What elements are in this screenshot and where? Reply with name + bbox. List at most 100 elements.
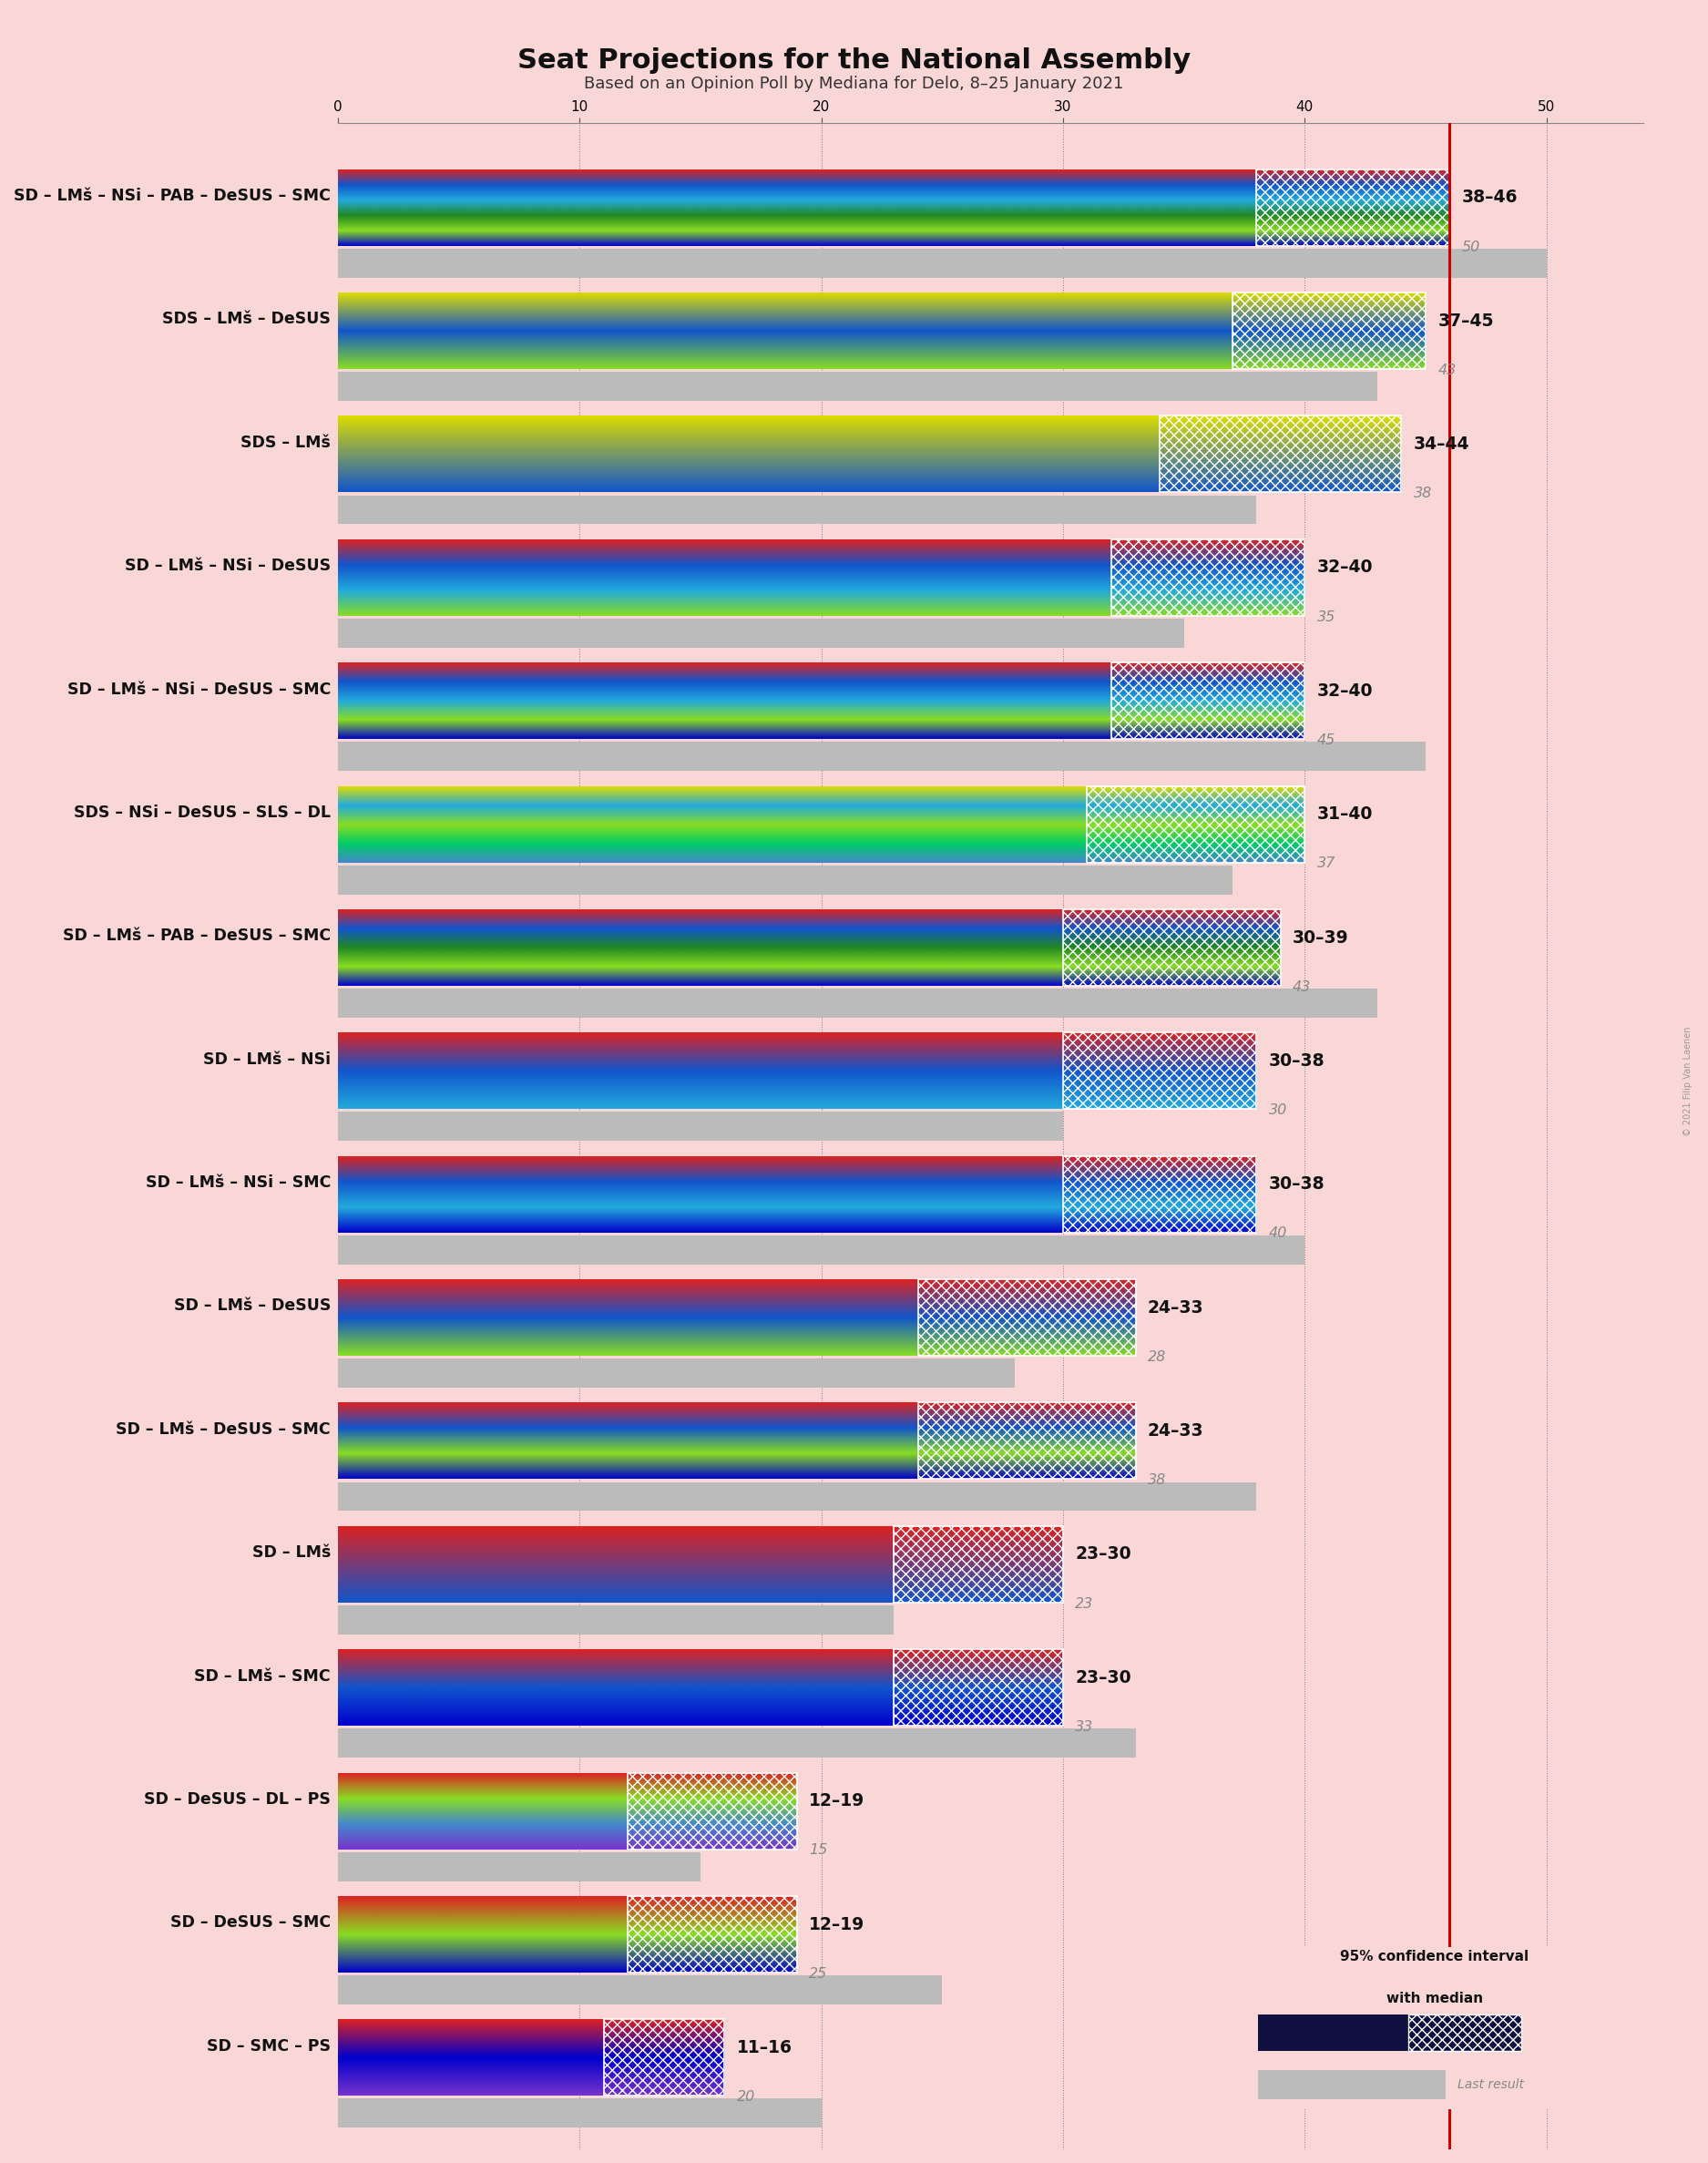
Bar xyxy=(1257,169,1450,247)
Text: SD – LMš – NSi – DeSUS: SD – LMš – NSi – DeSUS xyxy=(125,558,331,573)
Text: 34–44: 34–44 xyxy=(1414,435,1469,452)
Text: 95% confidence interval: 95% confidence interval xyxy=(1341,1951,1529,1964)
Text: 12–19: 12–19 xyxy=(810,1793,864,1810)
Text: 50: 50 xyxy=(1462,240,1481,253)
Bar xyxy=(1062,1032,1257,1110)
Text: Last result: Last result xyxy=(1457,2079,1524,2092)
Bar xyxy=(1088,785,1305,863)
Bar xyxy=(338,372,1377,400)
Text: 11–16: 11–16 xyxy=(736,2040,793,2057)
Text: 30–38: 30–38 xyxy=(1269,1177,1325,1194)
Text: 30: 30 xyxy=(1269,1103,1286,1116)
Bar xyxy=(338,1358,1015,1389)
Bar xyxy=(629,1897,798,1973)
Text: Based on an Opinion Poll by Mediana for Delo, 8–25 January 2021: Based on an Opinion Poll by Mediana for … xyxy=(584,76,1124,93)
Text: 31–40: 31–40 xyxy=(1317,805,1373,822)
Text: with median: with median xyxy=(1387,1992,1483,2005)
Bar xyxy=(338,1235,1305,1265)
Bar xyxy=(1112,539,1305,616)
Text: 24–33: 24–33 xyxy=(1148,1423,1204,1441)
Bar xyxy=(338,742,1426,770)
Bar xyxy=(893,1525,1062,1603)
Text: SD – LMš – NSi – PAB – DeSUS – SMC: SD – LMš – NSi – PAB – DeSUS – SMC xyxy=(14,188,331,203)
Bar xyxy=(1409,2016,1522,2051)
Text: SD – LMš – NSi: SD – LMš – NSi xyxy=(203,1051,331,1069)
Bar xyxy=(629,1774,798,1849)
Bar xyxy=(1409,2016,1522,2051)
Text: 40: 40 xyxy=(1269,1226,1286,1242)
Text: © 2021 Filip Van Laenen: © 2021 Filip Van Laenen xyxy=(1682,1027,1693,1136)
Text: SD – LMš – NSi – DeSUS – SMC: SD – LMš – NSi – DeSUS – SMC xyxy=(67,681,331,696)
Bar xyxy=(338,988,1377,1019)
Bar xyxy=(1259,2016,1409,2051)
Text: 30–38: 30–38 xyxy=(1269,1053,1325,1071)
Text: 32–40: 32–40 xyxy=(1317,681,1373,699)
Bar xyxy=(338,1852,700,1882)
Bar xyxy=(338,495,1257,523)
Bar xyxy=(605,2020,724,2096)
Text: SD – LMš – DeSUS: SD – LMš – DeSUS xyxy=(174,1298,331,1315)
Bar xyxy=(1259,2070,1447,2098)
Bar xyxy=(1231,292,1426,370)
Text: SD – LMš: SD – LMš xyxy=(253,1544,331,1562)
Text: 43: 43 xyxy=(1438,363,1457,376)
Text: SD – DeSUS – DL – PS: SD – DeSUS – DL – PS xyxy=(143,1791,331,1808)
Text: SD – LMš – NSi – SMC: SD – LMš – NSi – SMC xyxy=(145,1175,331,1192)
Bar xyxy=(1062,1155,1257,1233)
Text: 38: 38 xyxy=(1414,487,1431,500)
Text: 23–30: 23–30 xyxy=(1074,1670,1131,1687)
Text: 15: 15 xyxy=(810,1843,828,1858)
Bar xyxy=(338,619,1184,647)
Bar xyxy=(338,1482,1257,1512)
Text: 12–19: 12–19 xyxy=(810,1916,864,1934)
Bar xyxy=(605,2020,724,2096)
Bar xyxy=(629,1897,798,1973)
Text: 25: 25 xyxy=(810,1966,828,1981)
Text: 30–39: 30–39 xyxy=(1293,928,1349,945)
Bar xyxy=(1257,169,1450,247)
Text: SD – DeSUS – SMC: SD – DeSUS – SMC xyxy=(171,1914,331,1932)
Bar xyxy=(893,1650,1062,1726)
Text: 20: 20 xyxy=(736,2089,755,2105)
Bar xyxy=(1112,662,1305,740)
Bar xyxy=(1062,1155,1257,1233)
Bar xyxy=(1062,1032,1257,1110)
Bar xyxy=(1062,908,1281,986)
Text: Seat Projections for the National Assembly: Seat Projections for the National Assemb… xyxy=(518,48,1190,74)
Text: 33: 33 xyxy=(1074,1720,1093,1735)
Text: SD – LMš – DeSUS – SMC: SD – LMš – DeSUS – SMC xyxy=(116,1421,331,1438)
Text: 38: 38 xyxy=(1148,1473,1167,1488)
Text: SDS – NSi – DeSUS – SLS – DL: SDS – NSi – DeSUS – SLS – DL xyxy=(73,805,331,822)
Text: 23: 23 xyxy=(1074,1596,1093,1611)
Bar xyxy=(1112,662,1305,740)
Text: 38–46: 38–46 xyxy=(1462,188,1518,205)
Bar xyxy=(338,1112,1062,1142)
Bar xyxy=(1231,292,1426,370)
Bar xyxy=(338,1728,1136,1759)
Bar xyxy=(1112,539,1305,616)
Text: 35: 35 xyxy=(1317,610,1336,623)
Bar xyxy=(338,249,1546,277)
Text: 45: 45 xyxy=(1317,733,1336,746)
Bar xyxy=(338,865,1231,893)
Bar xyxy=(1062,908,1281,986)
Text: SD – LMš – PAB – DeSUS – SMC: SD – LMš – PAB – DeSUS – SMC xyxy=(63,928,331,945)
Text: 43: 43 xyxy=(1293,980,1312,993)
Text: 32–40: 32–40 xyxy=(1317,558,1373,575)
Bar xyxy=(917,1278,1136,1356)
Bar xyxy=(893,1525,1062,1603)
Text: SD – LMš – SMC: SD – LMš – SMC xyxy=(195,1668,331,1685)
Text: 23–30: 23–30 xyxy=(1074,1547,1131,1564)
Text: 37–45: 37–45 xyxy=(1438,311,1494,329)
Text: SDS – LMš – DeSUS: SDS – LMš – DeSUS xyxy=(162,311,331,327)
Text: 24–33: 24–33 xyxy=(1148,1300,1204,1317)
Bar xyxy=(893,1650,1062,1726)
Bar xyxy=(629,1774,798,1849)
Bar xyxy=(917,1278,1136,1356)
Text: 37: 37 xyxy=(1317,857,1336,870)
Text: SDS – LMš: SDS – LMš xyxy=(241,435,331,450)
Bar xyxy=(1088,785,1305,863)
Bar xyxy=(1160,415,1401,493)
Bar xyxy=(917,1402,1136,1479)
Text: 28: 28 xyxy=(1148,1350,1167,1365)
